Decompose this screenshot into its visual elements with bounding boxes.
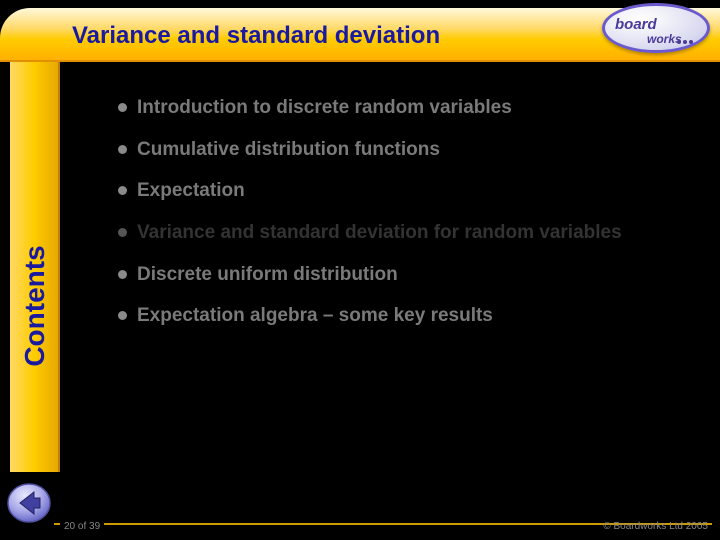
bullet-icon	[118, 270, 127, 279]
bullet-icon	[118, 103, 127, 112]
copyright: © Boardworks Ltd 2005	[603, 521, 708, 532]
item-label: Expectation algebra – some key results	[137, 303, 678, 329]
list-item[interactable]: Introduction to discrete random variable…	[118, 95, 678, 121]
bullet-icon	[118, 228, 127, 237]
logo-text-1: board	[615, 16, 657, 33]
bullet-icon	[118, 145, 127, 154]
bullet-icon	[118, 186, 127, 195]
sidebar: Contents	[10, 62, 60, 472]
list-item[interactable]: Discrete uniform distribution	[118, 262, 678, 288]
logo: board works	[602, 3, 712, 59]
page-indicator: 20 of 39	[60, 521, 104, 532]
contents-list: Introduction to discrete random variable…	[118, 95, 678, 345]
list-item[interactable]: Expectation algebra – some key results	[118, 303, 678, 329]
item-label: Cumulative distribution functions	[137, 137, 678, 163]
item-label: Discrete uniform distribution	[137, 262, 678, 288]
list-item[interactable]: Cumulative distribution functions	[118, 137, 678, 163]
item-label: Variance and standard deviation for rand…	[137, 220, 678, 246]
bullet-icon	[118, 311, 127, 320]
item-label: Expectation	[137, 178, 678, 204]
back-arrow-icon	[6, 482, 52, 524]
list-item[interactable]: Variance and standard deviation for rand…	[118, 220, 678, 246]
page-title: Variance and standard deviation	[72, 22, 440, 50]
sidebar-label: Contents	[19, 226, 51, 386]
item-label: Introduction to discrete random variable…	[137, 95, 678, 121]
list-item[interactable]: Expectation	[118, 178, 678, 204]
back-button[interactable]	[6, 482, 52, 524]
